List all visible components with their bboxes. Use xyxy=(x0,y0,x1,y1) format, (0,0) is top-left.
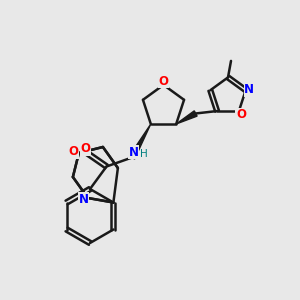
Text: O: O xyxy=(236,108,246,121)
Text: N: N xyxy=(128,146,139,159)
Text: H: H xyxy=(140,149,147,159)
Text: O: O xyxy=(158,75,169,88)
Polygon shape xyxy=(176,111,197,124)
Text: N: N xyxy=(78,193,88,206)
Text: O: O xyxy=(80,142,91,155)
Text: N: N xyxy=(244,83,254,96)
Polygon shape xyxy=(129,124,151,159)
Text: O: O xyxy=(68,145,79,158)
